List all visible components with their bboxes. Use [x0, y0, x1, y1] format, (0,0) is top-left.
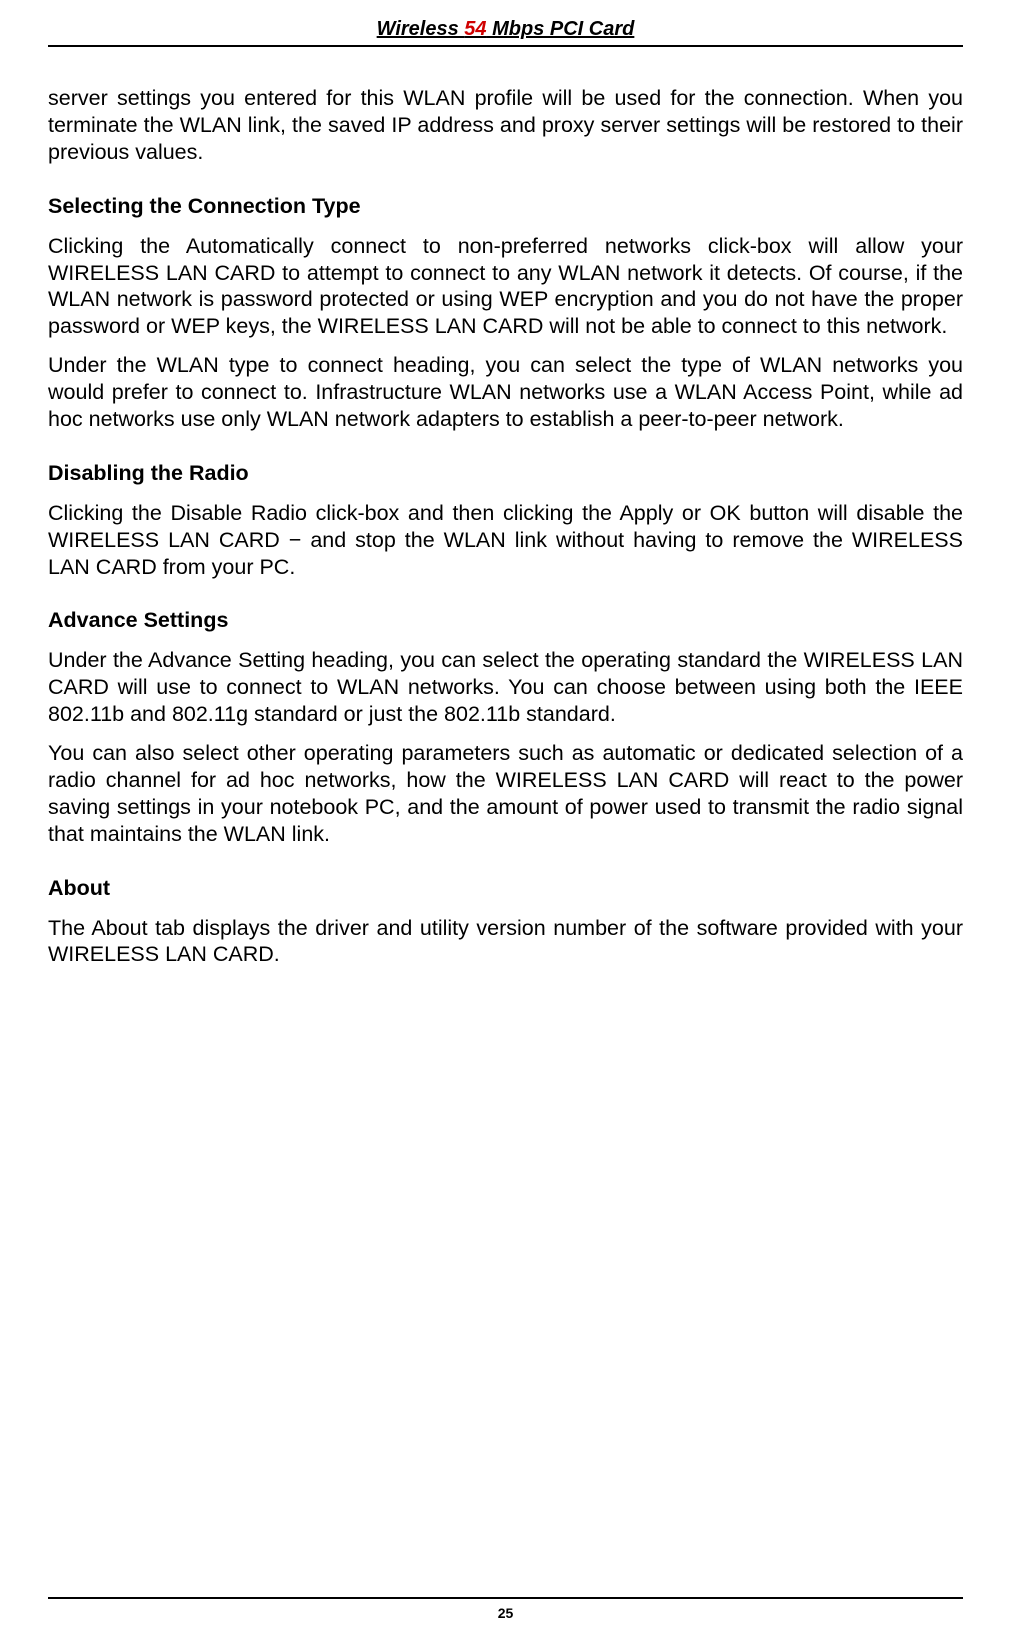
- heading-disabling-radio: Disabling the Radio: [48, 461, 963, 486]
- header-divider: [48, 45, 963, 47]
- disabling-radio-p1: Clicking the Disable Radio click-box and…: [48, 500, 963, 581]
- about-p1: The About tab displays the driver and ut…: [48, 915, 963, 969]
- header-title: Wireless 54 Mbps PCI Card: [48, 18, 963, 41]
- header-title-prefix: Wireless: [377, 18, 465, 40]
- header-title-red: 54: [464, 18, 486, 40]
- advance-settings-p1: Under the Advance Setting heading, you c…: [48, 647, 963, 728]
- page-container: Wireless 54 Mbps PCI Card server setting…: [0, 0, 1011, 968]
- connection-type-p2: Under the WLAN type to connect heading, …: [48, 352, 963, 433]
- page-number: 25: [48, 1605, 963, 1621]
- header-title-suffix: Mbps PCI Card: [487, 18, 635, 40]
- footer-divider: [48, 1597, 963, 1599]
- connection-type-p1: Clicking the Automatically connect to no…: [48, 233, 963, 341]
- heading-connection-type: Selecting the Connection Type: [48, 194, 963, 219]
- intro-paragraph: server settings you entered for this WLA…: [48, 85, 963, 166]
- advance-settings-p2: You can also select other operating para…: [48, 740, 963, 848]
- footer: 25: [48, 1597, 963, 1621]
- heading-advance-settings: Advance Settings: [48, 608, 963, 633]
- heading-about: About: [48, 876, 963, 901]
